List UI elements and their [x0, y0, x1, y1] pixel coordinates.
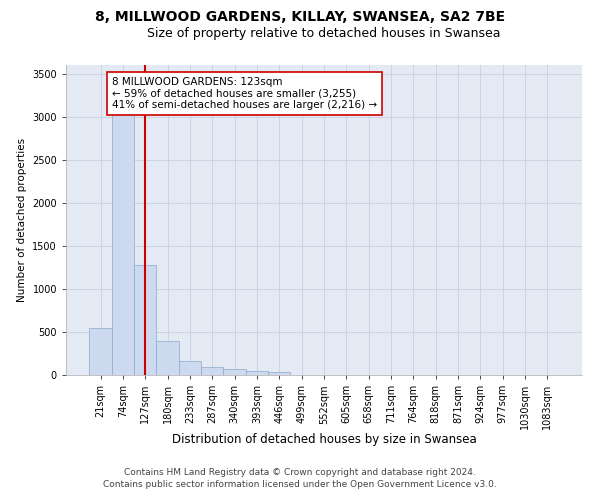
Bar [112, 112, 134, 375]
Bar [179, 361, 201, 375]
Bar [157, 342, 179, 375]
Bar [134, 265, 157, 375]
X-axis label: Distribution of detached houses by size in Swansea: Distribution of detached houses by size … [172, 434, 476, 446]
Bar [89, 328, 112, 375]
Y-axis label: Number of detached properties: Number of detached properties [17, 138, 26, 302]
Bar [246, 370, 268, 375]
Text: Contains HM Land Registry data © Crown copyright and database right 2024.
Contai: Contains HM Land Registry data © Crown c… [103, 468, 497, 489]
Text: 8, MILLWOOD GARDENS, KILLAY, SWANSEA, SA2 7BE: 8, MILLWOOD GARDENS, KILLAY, SWANSEA, SA… [95, 10, 505, 24]
Title: Size of property relative to detached houses in Swansea: Size of property relative to detached ho… [147, 27, 501, 40]
Bar [201, 367, 223, 375]
Bar [268, 372, 290, 375]
Text: 8 MILLWOOD GARDENS: 123sqm
← 59% of detached houses are smaller (3,255)
41% of s: 8 MILLWOOD GARDENS: 123sqm ← 59% of deta… [112, 77, 377, 110]
Bar [223, 370, 246, 375]
